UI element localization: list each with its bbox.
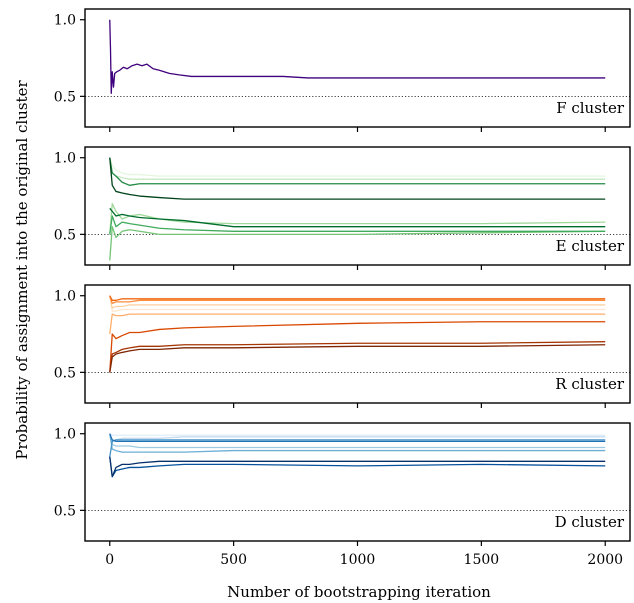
series-line: [109, 19, 606, 94]
y-tick-label: 0.5: [54, 89, 76, 105]
y-tick-label: 1.0: [54, 289, 76, 305]
panel-f-cluster: 0.5 1.0 F cluster: [54, 8, 631, 132]
series-line: [109, 295, 606, 309]
series-line: [109, 433, 606, 443]
series-line: [109, 157, 606, 200]
series-line: [109, 226, 606, 261]
series-line: [109, 341, 606, 373]
series-line: [109, 295, 606, 312]
panel-frame: [84, 8, 631, 128]
series-line: [109, 344, 606, 373]
series-line: [109, 203, 606, 235]
cluster-label: E cluster: [556, 237, 625, 255]
series-line: [109, 456, 606, 478]
x-tick-label: 0: [105, 552, 114, 568]
series-line: [109, 295, 606, 301]
x-tick-label: 1000: [340, 552, 376, 568]
y-tick-label: 0.5: [54, 365, 76, 381]
series-line: [109, 456, 606, 478]
series-line: [109, 313, 606, 335]
panel-frame: [84, 284, 631, 404]
y-tick-label: 1.0: [54, 427, 76, 443]
panel-d-cluster: 0.5 1.0 0 500 1000 1500 2000 D cluster: [54, 422, 631, 568]
series-line: [109, 157, 606, 177]
y-tick-label: 1.0: [54, 151, 76, 167]
y-tick-label: 0.5: [54, 227, 76, 243]
y-tick-label: 0.5: [54, 503, 76, 519]
panel-frame: [84, 146, 631, 266]
series-line: [109, 321, 606, 373]
series-line: [109, 433, 606, 449]
panel-e-cluster: 0.5 1.0 E cluster: [54, 146, 631, 270]
series-line: [109, 215, 606, 235]
x-tick-label: 2000: [587, 552, 623, 568]
chart-panels: 0.5 1.0 F cluster 0.5 1.0 E cluster 0.5 1.0 R cl…: [54, 8, 631, 568]
panel-r-cluster: 0.5 1.0 R cluster: [54, 284, 631, 408]
series-line: [109, 295, 606, 305]
series-line: [109, 433, 606, 436]
series-line: [109, 157, 606, 186]
y-tick-label: 1.0: [54, 13, 76, 29]
x-axis-title: Number of bootstrapping iteration: [227, 583, 491, 601]
y-axis-title: Probability of assignment into the origi…: [13, 80, 31, 460]
cluster-label: D cluster: [555, 513, 625, 531]
series-line: [109, 439, 606, 457]
panel-frame: [84, 422, 631, 542]
cluster-label: R cluster: [555, 375, 625, 393]
x-tick-label: 1500: [464, 552, 500, 568]
cluster-label: F cluster: [556, 99, 625, 117]
x-tick-label: 500: [220, 552, 247, 568]
series-line: [109, 433, 606, 453]
series-line: [109, 207, 606, 228]
